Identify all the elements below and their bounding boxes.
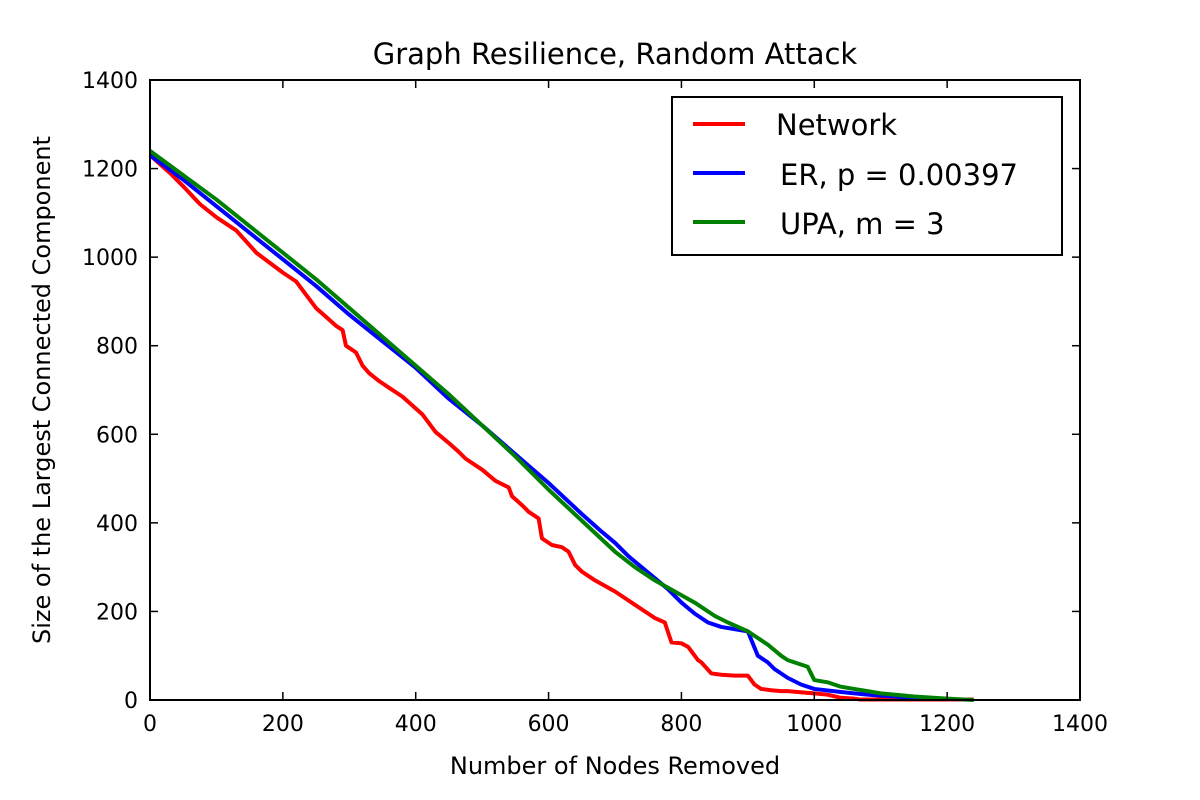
ticks-layer: 0 200 400 600 800 1000 1200 1400 0 200 400 600 800 10…	[82, 69, 1108, 737]
x-tick-label: 1200	[919, 712, 975, 737]
y-tick-label: 200	[96, 600, 138, 625]
y-tick-label: 0	[124, 689, 138, 714]
y-tick-label: 1400	[82, 69, 138, 94]
x-tick-label: 1400	[1052, 712, 1108, 737]
x-tick-label: 0	[143, 712, 157, 737]
y-tick-label: 400	[96, 512, 138, 537]
y-tick-label: 1200	[82, 158, 138, 183]
x-tick-label: 200	[262, 712, 304, 737]
x-tick-label: 600	[528, 712, 570, 737]
chart-title: Graph Resilience, Random Attack	[373, 37, 858, 71]
y-tick-label: 1000	[82, 246, 138, 271]
series-line-network	[148, 153, 974, 702]
legend-label-er: ER, p = 0.00397	[780, 158, 1018, 192]
series-line-upa	[148, 149, 974, 702]
x-axis-label: Number of Nodes Removed	[450, 752, 780, 780]
y-tick-label: 800	[96, 335, 138, 360]
plot-frame	[149, 79, 1081, 701]
legend-label-network: Network	[776, 108, 897, 142]
legend: Network ER, p = 0.00397 UPA, m = 3	[671, 96, 1063, 256]
series-layer	[148, 149, 974, 702]
x-tick-label: 800	[660, 712, 702, 737]
x-tick-label: 1000	[786, 712, 842, 737]
y-tick-label: 600	[96, 423, 138, 448]
y-axis-label: Size of the Largest Connected Component	[28, 136, 56, 644]
x-tick-label: 400	[395, 712, 437, 737]
legend-label-upa: UPA, m = 3	[780, 207, 945, 241]
